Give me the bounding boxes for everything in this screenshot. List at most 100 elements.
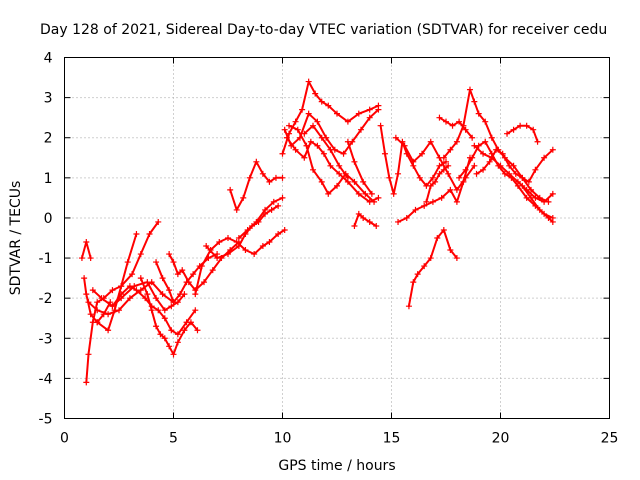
series-track <box>473 144 554 203</box>
data-point <box>410 279 417 286</box>
data-point <box>259 243 266 250</box>
y-tick-label: -2 <box>39 291 53 307</box>
data-point <box>460 178 467 185</box>
data-point <box>144 291 151 298</box>
data-point <box>83 239 90 246</box>
data-point <box>87 311 94 318</box>
data-point <box>216 239 223 246</box>
data-point <box>325 190 332 197</box>
data-point <box>157 331 164 338</box>
data-point <box>525 178 532 185</box>
data-point <box>377 122 384 129</box>
data-point <box>519 174 526 181</box>
data-point <box>137 275 144 282</box>
data-point <box>233 206 240 213</box>
data-point <box>482 138 489 145</box>
data-point <box>381 150 388 157</box>
y-tick-label: 0 <box>44 211 53 227</box>
data-point <box>541 198 548 205</box>
y-axis-label: SDTVAR / TECUs <box>8 181 24 296</box>
data-point <box>262 206 269 213</box>
data-point <box>118 283 125 290</box>
data-point <box>436 114 443 121</box>
chart-title: Day 128 of 2021, Sidereal Day-to-day VTE… <box>40 22 607 38</box>
data-series <box>301 122 351 181</box>
data-point <box>355 110 362 117</box>
data-point <box>456 118 463 125</box>
data-point <box>443 118 449 125</box>
series-track <box>506 124 539 143</box>
data-point <box>301 154 308 161</box>
data-point <box>506 170 513 177</box>
data-point <box>246 174 253 181</box>
data-point <box>453 198 460 205</box>
series-track <box>285 136 380 203</box>
data-point <box>462 166 469 173</box>
data-point <box>412 206 419 213</box>
data-point <box>310 166 317 173</box>
y-tick-label: 2 <box>44 131 53 147</box>
data-point <box>357 126 364 133</box>
data-point <box>98 295 105 302</box>
data-point <box>351 222 358 229</box>
data-series <box>436 114 476 141</box>
data-point <box>336 170 343 177</box>
series-track <box>139 277 199 356</box>
data-point <box>109 287 116 294</box>
data-point <box>419 150 426 157</box>
data-point <box>279 150 286 157</box>
x-tick-label: 5 <box>169 431 178 447</box>
data-point <box>153 259 160 266</box>
data-point <box>266 178 273 185</box>
data-point <box>198 263 205 270</box>
data-point <box>126 295 133 302</box>
series-track <box>111 285 197 336</box>
data-point <box>286 122 293 129</box>
data-series <box>281 106 382 157</box>
data-point <box>281 226 288 233</box>
data-point <box>325 102 332 109</box>
data-point <box>181 327 188 334</box>
data-point <box>506 162 513 169</box>
data-point <box>534 138 541 145</box>
data-point <box>427 255 434 262</box>
data-point <box>366 106 373 113</box>
data-point <box>270 198 277 205</box>
data-point <box>362 190 369 197</box>
series-track <box>353 212 378 227</box>
data-point <box>235 243 242 250</box>
data-point <box>118 291 125 298</box>
data-point <box>279 194 286 201</box>
data-point <box>436 162 443 169</box>
y-tick-label: 4 <box>44 51 53 67</box>
data-point <box>83 379 90 386</box>
data-series <box>83 218 162 386</box>
data-point <box>170 299 177 306</box>
data-point <box>146 230 153 237</box>
data-point <box>307 138 314 145</box>
data-point <box>294 126 301 133</box>
data-point <box>240 194 247 201</box>
data-point <box>242 247 249 254</box>
series-track <box>394 136 476 191</box>
series-track <box>475 148 554 183</box>
data-point <box>512 170 519 177</box>
data-point <box>185 279 192 286</box>
data-point <box>447 186 454 193</box>
data-point <box>336 162 343 169</box>
data-point <box>233 239 240 246</box>
data-point <box>320 150 327 157</box>
data-point <box>549 146 556 153</box>
data-point <box>493 146 500 153</box>
series-track <box>303 124 349 179</box>
series-track <box>237 196 284 239</box>
data-point <box>174 271 181 278</box>
data-point <box>124 259 131 266</box>
data-point <box>480 150 487 157</box>
data-series <box>423 162 452 205</box>
data-point <box>111 307 118 314</box>
data-point <box>318 134 325 141</box>
data-point <box>473 170 480 177</box>
data-point <box>453 255 460 262</box>
